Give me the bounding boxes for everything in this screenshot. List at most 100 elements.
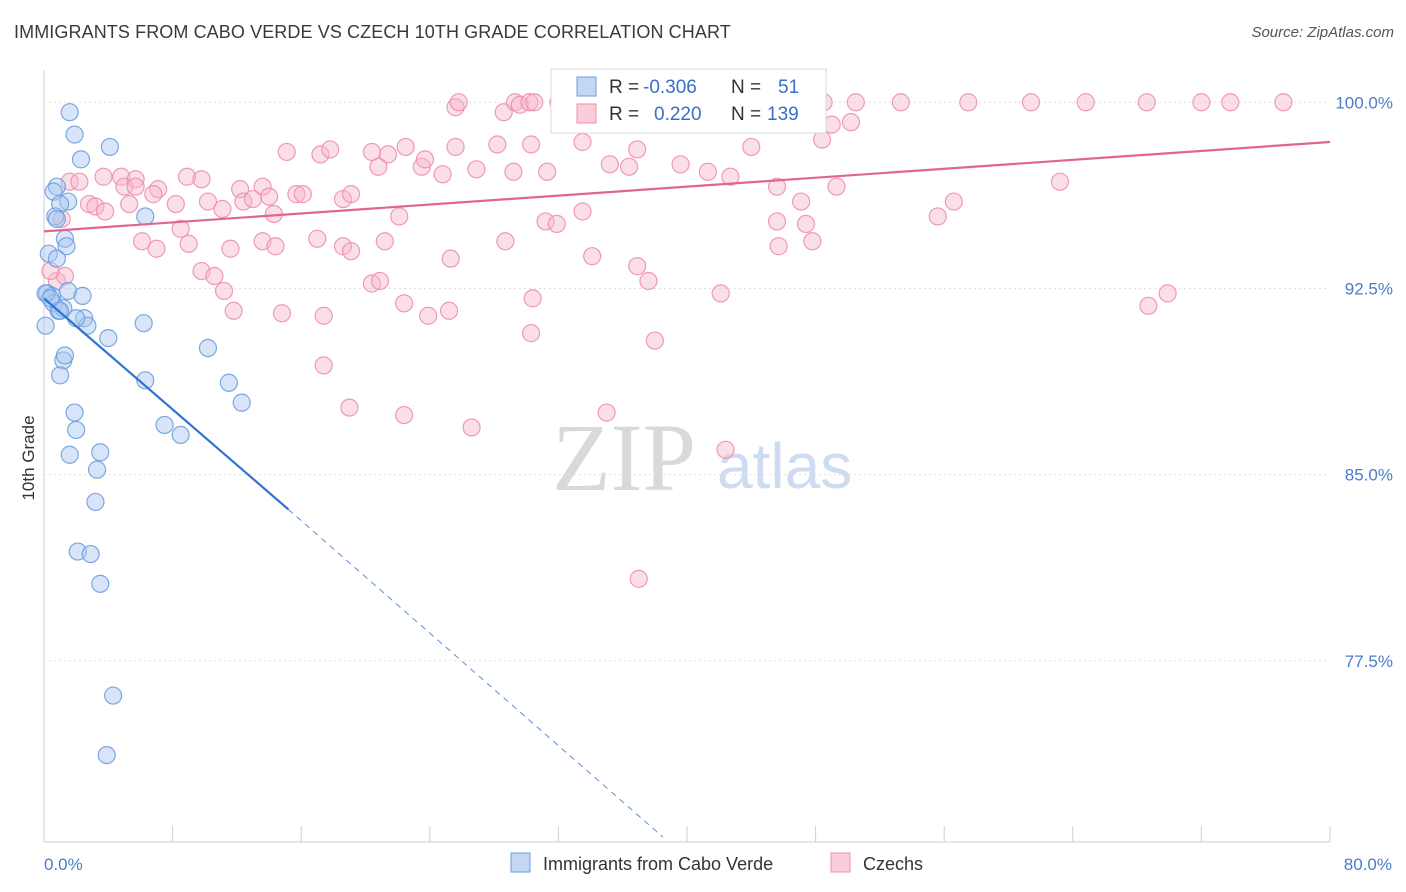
czechs-point (467, 160, 486, 179)
czechs-point (95, 202, 115, 221)
czechs-point (321, 140, 340, 159)
czechs-point (803, 232, 822, 251)
chart-title: IMMIGRANTS FROM CABO VERDE VS CZECH 10TH… (14, 22, 731, 42)
cabo-verde-point (57, 237, 76, 256)
watermark-zip: ZIP (552, 404, 696, 511)
cabo-verde-point (81, 544, 100, 564)
czechs-point (769, 237, 788, 256)
czechs-point (488, 135, 507, 154)
czechs-point (144, 185, 163, 204)
czechs-point (126, 177, 145, 196)
czechs-point (1274, 93, 1293, 112)
cabo-verde-point (155, 415, 174, 435)
czechs-point (841, 113, 861, 132)
czechs-point (419, 306, 438, 325)
czechs-point (446, 98, 465, 117)
czechs-point (521, 324, 541, 343)
czechs-point (645, 331, 664, 350)
czechs-point (600, 155, 619, 174)
czechs-point (370, 271, 390, 291)
czechs-point (1021, 93, 1041, 112)
stats-legend: R = -0.306 N = 51 R = 0.220 N = 139 (550, 68, 827, 134)
legend-label-czechs: Czechs (863, 854, 923, 874)
cabo-verde-point (219, 373, 238, 392)
czechs-point (1050, 172, 1070, 191)
cabo-verde-trend-line (43, 297, 290, 511)
cabo-verde-point (198, 338, 218, 358)
czechs-point (205, 266, 224, 286)
czechs-point (86, 197, 105, 216)
czechs-point (1139, 296, 1158, 315)
cabo-verde-point (67, 420, 86, 440)
n-value-pink: 139 (767, 104, 799, 125)
czechs-point (441, 249, 460, 268)
czechs-point (149, 180, 168, 199)
cabo-verde-point (136, 207, 155, 226)
czechs-point (449, 93, 468, 112)
czechs-point (583, 247, 602, 266)
trend-lines (43, 140, 1331, 838)
czechs-point (812, 130, 832, 149)
czechs-point (959, 93, 978, 112)
czechs-point (198, 192, 218, 211)
czechs-point (94, 167, 113, 186)
czechs-point (70, 172, 89, 191)
cabo-verde-point (36, 316, 55, 335)
x-ticks (43, 826, 1331, 842)
cabo-verde-point (55, 346, 74, 365)
cabo-verde-point (104, 686, 123, 705)
czechs-point (573, 202, 592, 221)
czechs-point (369, 157, 388, 176)
czechs-point (314, 306, 333, 325)
czechs-point (221, 239, 240, 258)
czechs-point (253, 177, 272, 196)
cabo-verde-point (41, 289, 60, 308)
czechs-point (496, 232, 515, 251)
watermark-atlas: atlas (717, 430, 852, 502)
czechs-point (293, 185, 312, 204)
czechs-point (192, 170, 211, 189)
czechs-point (375, 232, 394, 251)
cabo-verde-points (36, 103, 251, 765)
cabo-verde-trend-extension (288, 508, 664, 838)
cabo-verde-point (91, 443, 110, 462)
cabo-verde-point (50, 366, 70, 385)
y-tick-label: 77.5% (1345, 652, 1393, 671)
czechs-point (314, 356, 333, 375)
cabo-verde-point (65, 125, 84, 144)
legend-swatch-cabo-verde (510, 852, 531, 873)
czechs-point (272, 304, 292, 323)
n-value-blue: 51 (778, 77, 799, 98)
czechs-point (132, 232, 152, 251)
czechs-point (711, 284, 730, 303)
cabo-verde-point (87, 460, 107, 479)
y-tick-label: 92.5% (1345, 279, 1393, 298)
cabo-verde-point (60, 103, 79, 122)
cabo-verde-point (91, 574, 110, 593)
czechs-point (721, 167, 740, 186)
czechs-point (767, 177, 787, 196)
czechs-point (266, 237, 285, 256)
cabo-verde-point (36, 284, 55, 303)
czechs-point (597, 403, 616, 422)
czechs-point (505, 93, 525, 112)
czechs-point (1137, 93, 1156, 112)
czechs-point (259, 187, 279, 206)
czechs-point (521, 135, 541, 154)
czechs-point (341, 185, 361, 204)
czechs-point (525, 93, 544, 112)
czechs-point (394, 294, 414, 313)
czechs-point (177, 167, 197, 186)
legend-label-cabo-verde: Immigrants from Cabo Verde (543, 854, 773, 874)
czechs-point (792, 192, 811, 211)
cabo-verde-point (59, 281, 78, 301)
czechs-point (341, 242, 361, 261)
czechs-point (639, 271, 658, 291)
czechs-point (846, 93, 865, 112)
czechs-point (126, 170, 145, 189)
czechs-point (536, 212, 555, 231)
czechs-points (41, 93, 1293, 588)
czechs-point (308, 229, 327, 248)
cabo-verde-point (65, 403, 84, 422)
czechs-point (671, 155, 690, 174)
